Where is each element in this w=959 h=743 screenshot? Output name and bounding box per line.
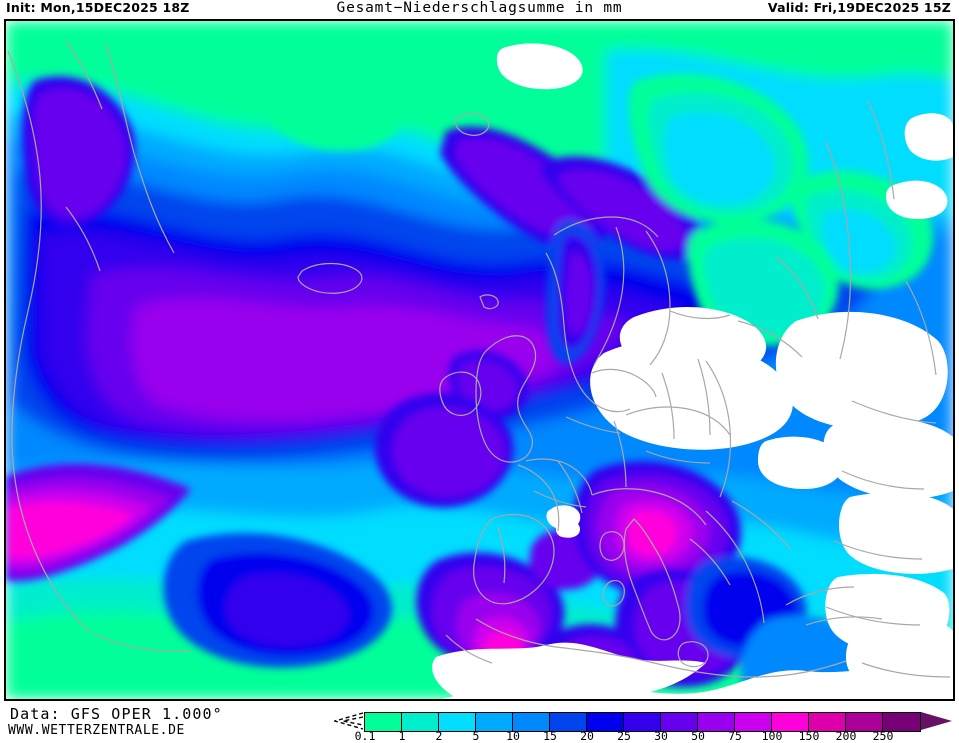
legend-tick-label: 100 (761, 729, 783, 743)
legend-swatch[interactable] (624, 713, 661, 731)
legend-tick-label: 20 (580, 729, 594, 743)
page-title: Gesamt−Niederschlagsumme in mm (336, 0, 623, 16)
legend-swatch[interactable] (587, 713, 624, 731)
legend-tick-label: 30 (654, 729, 668, 743)
legend-swatch[interactable] (661, 713, 698, 731)
init-time-label: Init: Mon,15DEC2025 18Z (6, 0, 190, 15)
legend-swatch[interactable] (809, 713, 846, 731)
legend-tick-label: 50 (691, 729, 705, 743)
valid-time-label: Valid: Fri,19DEC2025 15Z (767, 0, 951, 15)
dashed-wedge-icon (334, 712, 364, 730)
legend-tick-label: 75 (728, 729, 742, 743)
dry-land-mask (432, 43, 953, 699)
legend-tick-label: 250 (872, 729, 894, 743)
legend-tick-label: 10 (506, 729, 520, 743)
legend-swatch[interactable] (698, 713, 735, 731)
map-frame (4, 19, 955, 701)
legend-tick-label: 1 (398, 729, 406, 743)
data-source-label: Data: GFS OPER 1.000° (10, 705, 223, 723)
legend-swatch[interactable] (846, 713, 883, 731)
legend-swatch[interactable] (439, 713, 476, 731)
map-footer: Data: GFS OPER 1.000° WWW.WETTERZENTRALE… (0, 703, 959, 743)
legend-swatch[interactable] (883, 713, 920, 731)
legend-swatch[interactable] (513, 713, 550, 731)
legend-colorbar[interactable]: 0.1 1 2 5 10 15 20 25 30 50 75 100 150 200 250 (334, 708, 952, 743)
legend-tick-label: 15 (543, 729, 557, 743)
site-url-label: WWW.WETTERZENTRALE.DE (8, 723, 185, 738)
legend-swatch[interactable] (550, 713, 587, 731)
legend-swatch[interactable] (476, 713, 513, 731)
legend-tick-label: 150 (798, 729, 820, 743)
legend-tick-label: 2 (435, 729, 443, 743)
legend-swatch[interactable] (735, 713, 772, 731)
legend-swatch[interactable] (772, 713, 809, 731)
legend-tick-labels: 0.1 1 2 5 10 15 20 25 30 50 75 100 150 200 250 (334, 730, 952, 743)
legend-swatch-strip[interactable] (364, 712, 921, 732)
legend-tick-label: 0.1 (354, 729, 376, 743)
precipitation-map[interactable] (6, 21, 953, 699)
precip-field-detail (6, 43, 934, 699)
coastlines-layer (65, 40, 951, 678)
legend-tick-label: 5 (472, 729, 480, 743)
overflow-wedge-icon (921, 712, 952, 730)
legend-swatch[interactable] (402, 713, 439, 731)
map-header: Init: Mon,15DEC2025 18Z Gesamt−Niedersch… (0, 0, 959, 17)
legend-tick-label: 25 (617, 729, 631, 743)
legend-tick-label: 200 (835, 729, 857, 743)
north-america-coast (7, 50, 191, 652)
legend-swatch[interactable] (365, 713, 402, 731)
